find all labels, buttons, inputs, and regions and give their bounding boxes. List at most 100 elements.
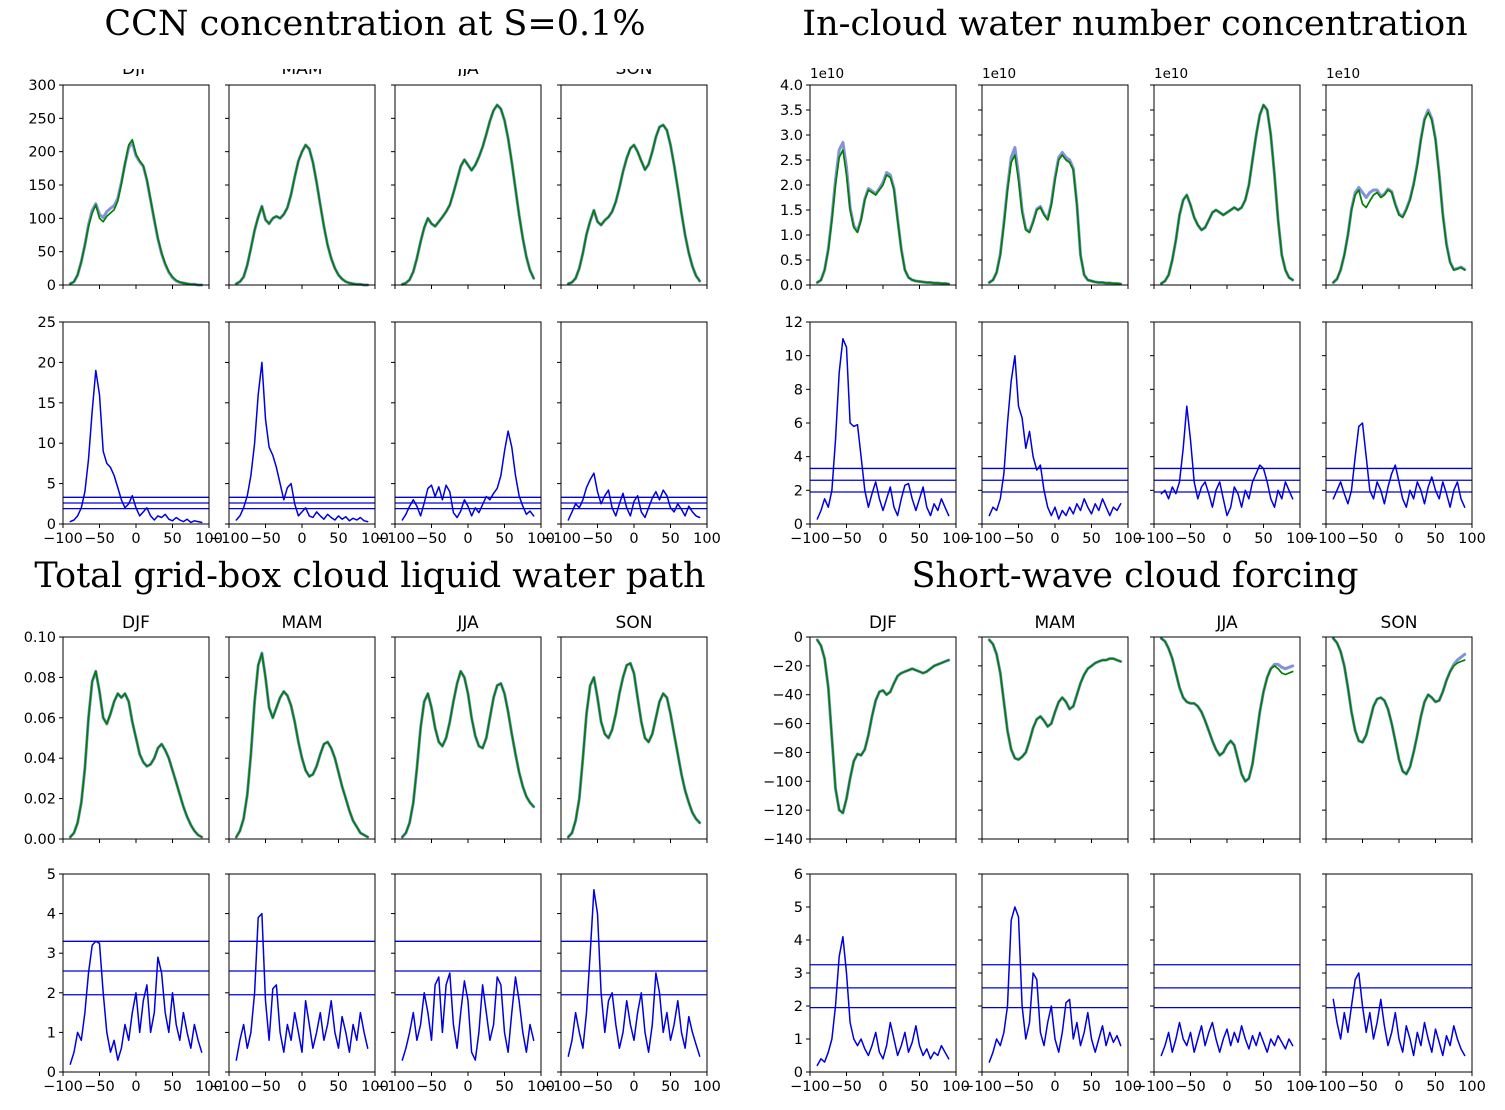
subplot-ccn-top-MAM: MAM xyxy=(225,59,376,289)
x-tick-label: 50 xyxy=(495,531,513,547)
series-diff-line xyxy=(235,361,369,523)
y-tick-label: 8 xyxy=(794,382,803,398)
subplot-swcf-top-DJF: 0 −20 −40 −60 −80 −100 −120 −140 DJF xyxy=(763,613,957,848)
subplot-ccn-top-DJF: 0 50 100 150 200 250 300 DJF xyxy=(28,69,210,294)
series-diff-line xyxy=(69,940,203,1065)
series-green-line xyxy=(235,144,369,286)
subplot-ccn-bot-SON: −100 −50 0 50 100 xyxy=(541,321,721,547)
axis-offset-label: 1e10 xyxy=(810,66,844,82)
series-diff-line xyxy=(1160,405,1294,517)
col-title: MAM xyxy=(1035,613,1076,633)
axis-offset-label: 1e10 xyxy=(1326,66,1360,82)
x-tick-label: 100 xyxy=(1114,531,1142,547)
panel-title-swcf: Short-wave cloud forcing xyxy=(911,556,1359,596)
axes-frame xyxy=(560,321,708,525)
series-green-line xyxy=(235,652,369,838)
x-tick-label: 50 xyxy=(1254,531,1272,547)
y-tick-label: 0 xyxy=(794,1065,803,1081)
series-green-line xyxy=(1160,637,1294,783)
x-tick-label: 100 xyxy=(693,1079,721,1095)
series-green-line xyxy=(69,138,203,286)
y-tick-label: 0 xyxy=(47,278,56,294)
subplot-ccn-bot-DJF: −100 −50 0 50 100 0 5 10 15 20 25 xyxy=(38,315,223,547)
y-tick-label: 0.04 xyxy=(24,751,56,767)
x-tick-label: −100 xyxy=(541,531,581,547)
y-tick-label: −100 xyxy=(763,774,803,790)
x-tick-label: 50 xyxy=(1082,531,1100,547)
y-tick-label: 1.5 xyxy=(780,203,803,219)
subplot-swcf-top-SON: SON xyxy=(1322,613,1473,843)
y-tick-label: 6 xyxy=(794,416,803,432)
x-tick-label: 100 xyxy=(942,1079,970,1095)
y-tick-label: 0 xyxy=(47,1065,56,1081)
x-tick-label: −50 xyxy=(1175,1079,1206,1095)
x-tick-label: 0 xyxy=(878,1079,887,1095)
series-diff-line xyxy=(988,906,1122,1063)
x-tick-label: −100 xyxy=(375,1079,415,1095)
subplot-incloud-top-SON: 1e10 xyxy=(1322,66,1473,289)
subplot-lwp-bot-SON: −100 −50 0 50 100 xyxy=(541,873,721,1095)
y-tick-label: 5 xyxy=(47,867,56,883)
subplot-swcf-bot-SON: −100 −50 0 50 100 xyxy=(1306,873,1486,1095)
x-tick-label: 50 xyxy=(1426,531,1444,547)
x-tick-label: −50 xyxy=(250,531,281,547)
x-tick-label: 100 xyxy=(693,531,721,547)
series-blue-line xyxy=(400,103,536,286)
x-tick-label: 100 xyxy=(1114,1079,1142,1095)
y-tick-label: 200 xyxy=(28,145,56,161)
series-diff-line xyxy=(401,430,535,521)
series-blue-line xyxy=(1331,108,1467,284)
y-tick-label: 0.00 xyxy=(24,832,56,848)
y-tick-label: 3.0 xyxy=(780,128,803,144)
series-green-line xyxy=(401,104,535,286)
subplot-lwp-top-MAM: MAM xyxy=(225,613,376,843)
y-tick-label: 25 xyxy=(38,315,56,331)
subplot-incloud-bot-MAM: −100 −50 0 50 100 xyxy=(962,321,1142,547)
y-tick-label: 3.5 xyxy=(780,103,803,119)
panel-title-ccn: CCN concentration at S=0.1% xyxy=(104,4,646,44)
y-tick-label: 4.0 xyxy=(780,78,803,94)
axes-frame xyxy=(560,636,708,840)
x-tick-label: 100 xyxy=(361,1079,389,1095)
x-tick-label: −50 xyxy=(831,531,862,547)
x-tick-label: 0 xyxy=(1222,1079,1231,1095)
x-tick-label: −100 xyxy=(1134,531,1174,547)
x-tick-label: −100 xyxy=(962,1079,1002,1095)
y-tick-label: 250 xyxy=(28,111,56,127)
x-tick-label: 0 xyxy=(297,531,306,547)
x-tick-label: 50 xyxy=(661,531,679,547)
x-tick-label: 100 xyxy=(942,531,970,547)
x-tick-label: 100 xyxy=(1458,531,1486,547)
y-tick-label: 150 xyxy=(28,178,56,194)
x-tick-label: 0 xyxy=(131,1079,140,1095)
y-tick-label: 0.06 xyxy=(24,711,56,727)
panel-title-incloud: In-cloud water number concentration xyxy=(802,4,1468,44)
x-tick-label: −50 xyxy=(1347,1079,1378,1095)
x-tick-label: −50 xyxy=(416,531,447,547)
series-green-line xyxy=(1332,637,1466,775)
subplot-incloud-bot-DJF: −100 −50 0 50 100 0 2 4 6 8 10 12 xyxy=(785,315,970,547)
x-tick-label: −50 xyxy=(250,1079,281,1095)
x-tick-label: −50 xyxy=(1347,531,1378,547)
subplot-swcf-bot-JJA: −100 −50 0 50 100 xyxy=(1134,873,1314,1095)
y-tick-label: −20 xyxy=(772,659,803,675)
x-tick-label: 100 xyxy=(1286,1079,1314,1095)
y-tick-label: 100 xyxy=(28,211,56,227)
series-diff-line xyxy=(988,354,1122,520)
x-tick-label: −100 xyxy=(962,531,1002,547)
x-tick-label: −100 xyxy=(43,531,83,547)
subplot-lwp-bot-DJF: −100 −50 0 50 100 0 1 2 3 4 5 xyxy=(43,867,223,1095)
x-tick-label: −50 xyxy=(582,1079,613,1095)
y-tick-label: 5 xyxy=(794,900,803,916)
y-tick-label: 1 xyxy=(47,1025,56,1041)
x-tick-label: 100 xyxy=(361,531,389,547)
col-title: JJA xyxy=(1215,613,1238,633)
col-title: SON xyxy=(1381,613,1418,633)
x-tick-label: 50 xyxy=(661,1079,679,1095)
y-tick-label: 5 xyxy=(47,477,56,493)
x-tick-label: −100 xyxy=(790,1079,830,1095)
col-title-clipped: MAM xyxy=(282,59,323,79)
y-tick-label: 6 xyxy=(794,867,803,883)
y-tick-label: 2 xyxy=(794,999,803,1015)
